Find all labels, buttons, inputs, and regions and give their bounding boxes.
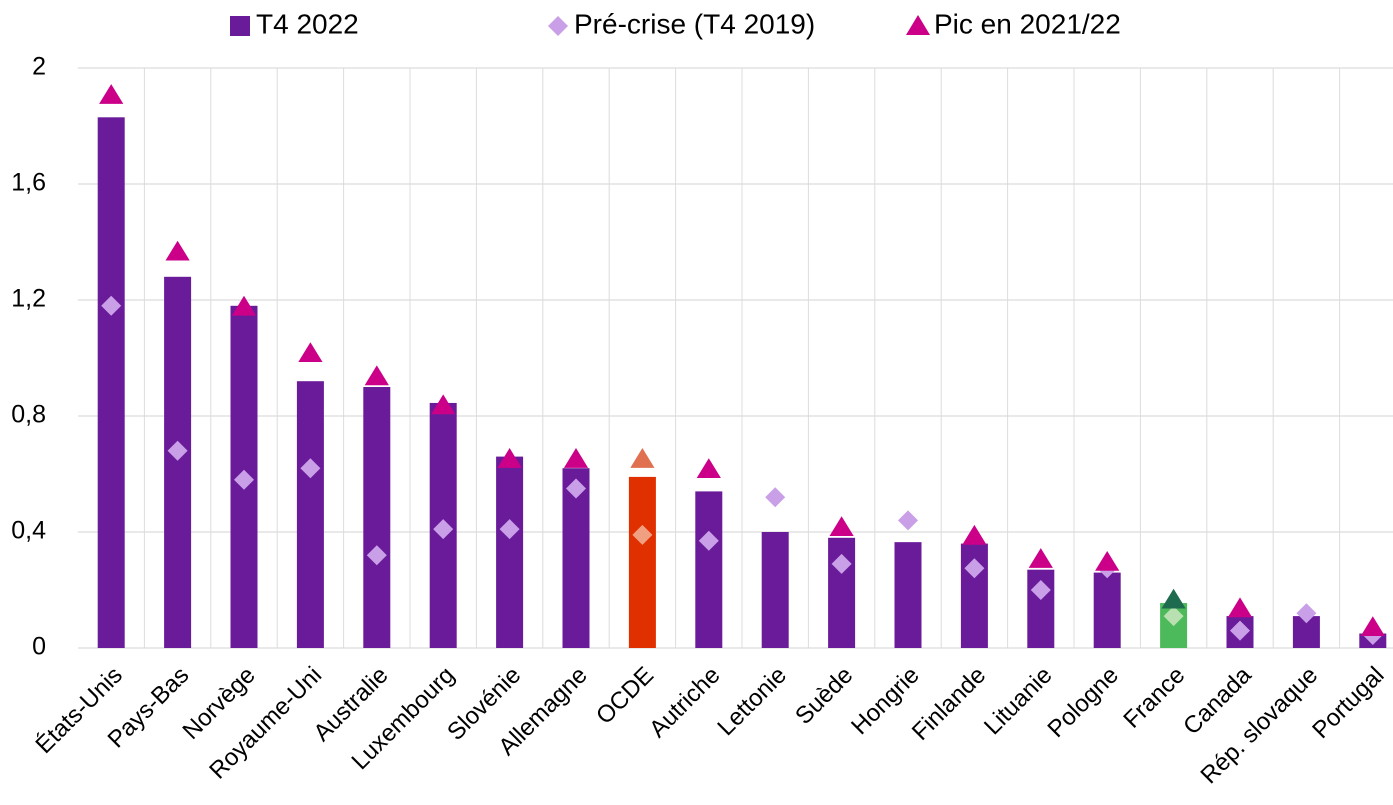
diamond-marker: [234, 469, 254, 490]
y-tick-label: 0: [32, 633, 46, 661]
bar: [628, 476, 656, 648]
legend-label: Pic en 2021/22: [934, 8, 1121, 39]
diamond-marker: [566, 478, 586, 499]
diamond-marker: [366, 545, 387, 566]
bar: [97, 117, 125, 649]
bar: [894, 542, 922, 648]
diamond-marker: [898, 510, 918, 531]
legend-label: Pré-crise (T4 2019): [574, 8, 815, 39]
legend-swatch: [230, 16, 250, 36]
legend-label: T4 2022: [256, 8, 359, 39]
triangle-marker: [99, 84, 124, 104]
diamond-marker: [1030, 580, 1051, 600]
diamond-marker: [831, 553, 852, 574]
triangle-marker: [497, 448, 522, 468]
bar: [363, 387, 391, 648]
bar: [1093, 572, 1121, 648]
triangle-marker: [1161, 588, 1186, 609]
y-tick-label: 1,6: [11, 169, 46, 197]
bar: [164, 276, 192, 648]
x-tick-label: Portugal: [1307, 662, 1389, 744]
x-tick-label: Rép. slovaque: [1196, 662, 1324, 790]
diamond-marker: [101, 295, 122, 316]
triangle-marker: [829, 516, 854, 536]
legend-swatch: [906, 15, 930, 35]
y-tick-label: 2: [32, 53, 46, 81]
x-tick-label: Finlande: [907, 662, 991, 746]
triangle-marker: [431, 394, 456, 415]
triangle-marker: [231, 295, 257, 316]
bar: [296, 381, 324, 648]
y-tick-label: 1,2: [11, 285, 46, 313]
legend-swatch: [548, 16, 568, 36]
triangle-marker: [1095, 551, 1120, 571]
triangle-marker: [696, 458, 721, 478]
diamond-marker: [632, 524, 653, 545]
triangle-marker: [1028, 548, 1053, 568]
triangle-marker: [364, 365, 389, 386]
x-tick-label: Autriche: [644, 662, 725, 743]
triangle-marker: [1227, 597, 1253, 618]
triangle-marker: [563, 448, 589, 468]
triangle-marker: [962, 524, 987, 545]
triangle-marker: [630, 448, 655, 468]
diamond-marker: [433, 519, 454, 540]
triangle-marker: [1360, 616, 1385, 637]
diamond-marker: [765, 487, 786, 508]
diamond-marker: [698, 530, 719, 551]
bar: [761, 532, 789, 648]
diamond-marker: [167, 440, 188, 461]
y-tick-label: 0,8: [11, 401, 46, 429]
diamond-marker: [499, 519, 520, 540]
triangle-marker: [298, 342, 323, 362]
diamond-marker: [1296, 603, 1317, 624]
triangle-marker: [165, 240, 190, 261]
y-tick-label: 0,4: [11, 517, 46, 545]
diamond-marker: [1163, 606, 1184, 627]
diamond-marker: [964, 558, 985, 579]
diamond-marker: [1230, 620, 1250, 641]
x-tick-label: Pologne: [1043, 662, 1124, 743]
bar: [695, 491, 723, 648]
x-tick-label: Lettonie: [712, 662, 791, 741]
diamond-marker: [300, 458, 321, 479]
bar: [496, 456, 524, 648]
